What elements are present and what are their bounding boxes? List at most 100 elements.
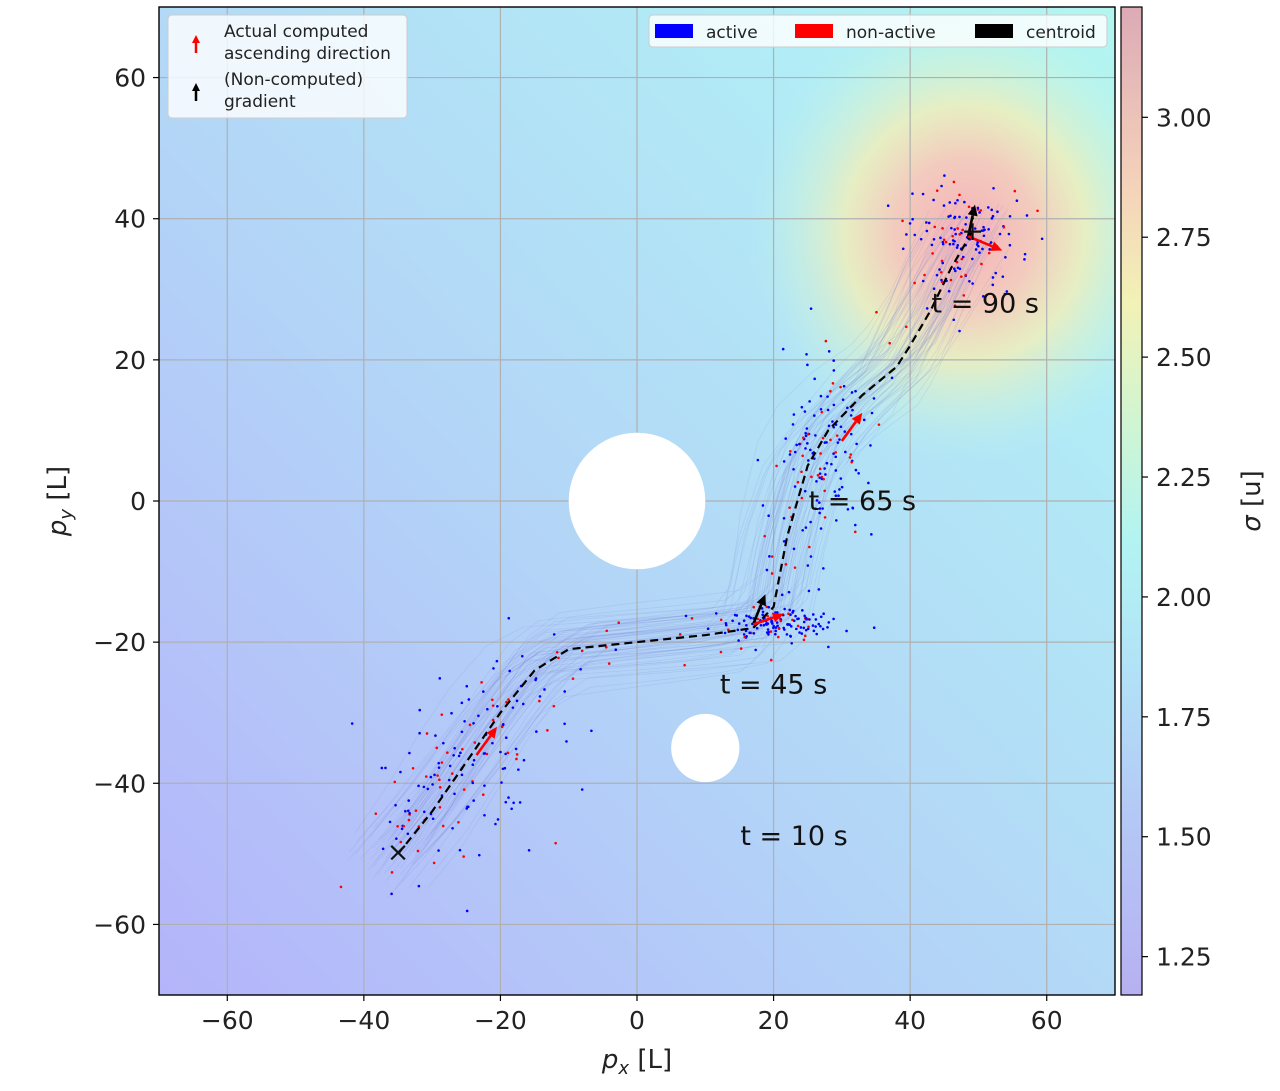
active-agent-point xyxy=(806,363,809,367)
non-active-agent-point xyxy=(766,614,769,618)
non-active-agent-point xyxy=(788,506,791,510)
non-active-agent-point xyxy=(961,228,964,232)
active-agent-point xyxy=(826,395,829,398)
active-agent-point xyxy=(431,817,435,821)
non-active-agent-point xyxy=(960,257,964,261)
colorbar-tick-label: 2.25 xyxy=(1156,463,1212,492)
non-active-agent-point xyxy=(719,650,723,654)
active-agent-point xyxy=(932,287,936,290)
active-agent-point xyxy=(823,441,827,444)
active-agent-point xyxy=(963,200,966,204)
non-active-agent-point xyxy=(824,339,828,343)
active-agent-point xyxy=(565,740,568,743)
agent-trajectory xyxy=(397,214,973,837)
active-agent-point xyxy=(949,214,952,218)
active-agent-point xyxy=(772,626,775,630)
active-agent-point xyxy=(1025,214,1029,217)
active-agent-point xyxy=(774,626,778,629)
gradient-arrow-shaft xyxy=(751,603,763,625)
active-agent-point xyxy=(941,242,945,246)
agent-trajectory xyxy=(425,203,1000,825)
non-active-agent-point xyxy=(515,757,518,761)
non-active-agent-point xyxy=(546,729,549,732)
active-agent-point xyxy=(811,613,815,616)
active-agent-point xyxy=(805,618,808,621)
active-agent-point xyxy=(793,450,797,454)
active-agent-point xyxy=(953,216,956,220)
active-agent-point xyxy=(818,472,822,475)
agent-trajectory xyxy=(372,257,947,879)
computed-direction-arrow-head xyxy=(990,241,1003,251)
non-active-agent-point xyxy=(506,751,510,755)
non-active-agent-point xyxy=(913,281,916,285)
active-agent-point xyxy=(522,758,526,762)
y-tick-label: −20 xyxy=(93,628,146,657)
active-agent-point xyxy=(807,589,811,593)
agent-trajectory xyxy=(390,214,965,836)
active-agent-point xyxy=(538,695,542,698)
computed-direction-arrow xyxy=(475,726,497,756)
legend-label: gradient xyxy=(224,92,296,112)
non-active-agent-point xyxy=(605,629,609,633)
non-active-agent-point xyxy=(810,475,813,479)
active-agent-point xyxy=(808,400,811,403)
non-active-agent-point xyxy=(806,432,810,436)
non-active-agent-point xyxy=(480,681,483,684)
agent-trajectory xyxy=(399,247,974,870)
active-agent-point xyxy=(394,803,397,807)
agent-trajectory xyxy=(347,239,922,861)
active-agent-point xyxy=(831,420,834,423)
active-agent-point xyxy=(483,813,486,817)
active-agent-point xyxy=(790,641,794,645)
active-agent-point xyxy=(941,240,945,244)
non-active-agent-point xyxy=(414,809,418,812)
legend-entry-label: centroid xyxy=(1026,23,1096,43)
non-active-agent-point xyxy=(770,572,774,575)
y-axis-label-text: py [L] xyxy=(43,466,77,537)
active-agent-point xyxy=(911,192,914,195)
active-agent-point xyxy=(943,174,946,177)
non-active-agent-point xyxy=(801,454,804,458)
active-agent-point xyxy=(787,590,791,594)
non-active-agent-point xyxy=(835,434,839,437)
active-agent-point xyxy=(471,763,475,766)
active-agent-point xyxy=(406,809,410,813)
active-agent-point xyxy=(832,359,836,362)
active-agent-point xyxy=(841,398,845,401)
active-agent-point xyxy=(492,667,495,670)
non-active-agent-point xyxy=(538,699,541,703)
active-agent-point xyxy=(390,892,393,896)
active-agent-point xyxy=(748,631,751,635)
grid-lines xyxy=(159,7,1115,995)
agent-trajectory xyxy=(356,219,931,842)
non-active-agent-point xyxy=(849,453,853,456)
agent-trajectory xyxy=(359,238,935,860)
active-agent-point xyxy=(832,617,835,621)
active-agent-point xyxy=(784,437,788,440)
active-agent-point xyxy=(990,208,993,212)
non-active-agent-point xyxy=(462,788,466,791)
non-active-agent-point xyxy=(803,634,807,638)
active-agent-point xyxy=(982,234,986,238)
non-active-agent-point xyxy=(956,227,960,230)
active-agent-point xyxy=(803,489,807,493)
non-active-agent-point xyxy=(678,633,682,636)
active-agent-point xyxy=(466,805,470,809)
active-agent-point xyxy=(417,784,420,788)
active-agent-point xyxy=(986,206,990,209)
agent-trajectory xyxy=(394,267,969,890)
agent-trajectory xyxy=(388,196,964,818)
active-agent-point xyxy=(938,268,941,271)
agent-trajectory xyxy=(402,225,977,847)
y-tick-label: −60 xyxy=(93,910,146,939)
active-agent-point xyxy=(761,610,765,614)
active-agent-point xyxy=(822,567,825,570)
agent-trajectory xyxy=(415,228,990,850)
active-agent-point xyxy=(989,241,993,244)
active-agent-point xyxy=(483,784,486,787)
active-agent-point xyxy=(830,462,833,466)
active-agent-point xyxy=(418,731,421,735)
x-tick-label: 0 xyxy=(629,1006,645,1035)
agent-trajectory xyxy=(393,210,968,832)
active-agent-point xyxy=(792,619,796,623)
